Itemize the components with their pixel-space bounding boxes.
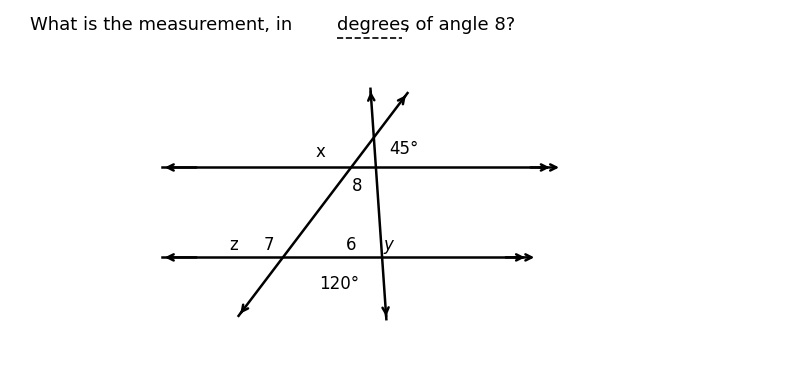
Text: What is the measurement, in: What is the measurement, in [30,16,298,34]
Text: 120°: 120° [318,275,358,293]
Text: x: x [315,143,325,161]
Text: z: z [229,236,238,254]
Text: 7: 7 [263,236,274,254]
Text: 45°: 45° [389,140,418,158]
Text: 6: 6 [346,236,356,254]
Text: y: y [383,236,394,254]
Text: 8: 8 [352,177,362,195]
Text: degrees: degrees [337,16,410,34]
Text: , of angle 8?: , of angle 8? [404,16,515,34]
